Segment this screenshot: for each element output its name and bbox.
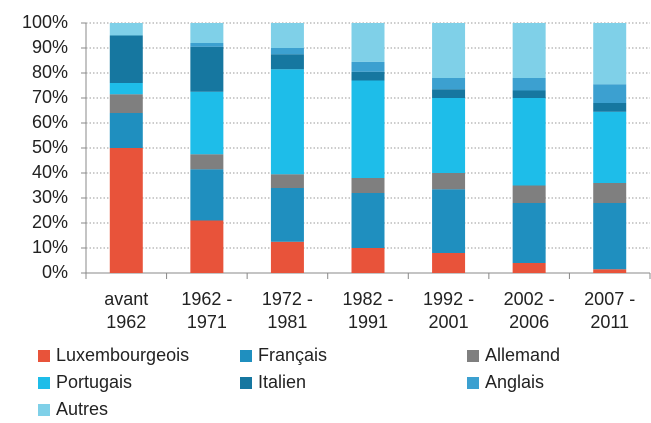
y-tick-label: 0% <box>42 262 68 282</box>
y-tick-label: 100% <box>22 12 68 32</box>
y-tick-label: 10% <box>32 237 68 257</box>
y-tick-label: 70% <box>32 87 68 107</box>
bar-segment <box>109 94 143 113</box>
bar-segment <box>432 23 466 78</box>
bar-segment <box>190 23 224 43</box>
bar-segment <box>270 241 304 273</box>
bar-segment <box>432 98 466 173</box>
legend-swatch <box>240 377 252 389</box>
legend-swatch <box>38 404 50 416</box>
bar-segment <box>270 69 304 175</box>
x-tick-label: avant 1962 <box>104 289 149 332</box>
bar-segment <box>351 23 385 62</box>
legend-swatch <box>38 350 50 362</box>
bar-segment <box>432 189 466 253</box>
bar-segment <box>512 98 546 186</box>
bar-segment <box>593 203 627 270</box>
bar-segment <box>109 148 143 273</box>
x-tick-label: 2007 - 2011 <box>584 289 636 332</box>
y-tick-label: 20% <box>32 212 68 232</box>
bar-segment <box>351 61 385 72</box>
bar-segment <box>512 78 546 91</box>
bar-segment <box>270 48 304 55</box>
bar-segment <box>109 35 143 83</box>
bar-segment <box>593 23 627 85</box>
bar-segment <box>190 43 224 47</box>
bar-segment <box>593 103 627 112</box>
x-tick-label: 2002 - 2006 <box>503 289 555 332</box>
bar-segment <box>270 174 304 188</box>
bar-segment <box>351 178 385 193</box>
bar-segment <box>512 90 546 98</box>
x-tick-label: 1972 - 1981 <box>261 289 313 332</box>
bar-segment <box>593 111 627 183</box>
bar-segment <box>432 173 466 190</box>
bar-segment <box>351 80 385 178</box>
x-tick-label: 1982 - 1991 <box>342 289 394 332</box>
legend-swatch <box>467 377 479 389</box>
bar-segment <box>351 71 385 81</box>
bar-segment <box>512 203 546 263</box>
x-tick-label: 1992 - 2001 <box>423 289 475 332</box>
bar-segment <box>593 183 627 203</box>
bar-segment <box>190 169 224 221</box>
y-tick-label: 90% <box>32 37 68 57</box>
bar-segment <box>593 84 627 103</box>
legend-label: Autres <box>56 399 108 419</box>
legend-label: Anglais <box>485 372 544 392</box>
bar-segment <box>593 269 627 273</box>
bar-segment <box>351 193 385 248</box>
bar-segment <box>512 23 546 78</box>
bar-segment <box>109 113 143 148</box>
bar-segment <box>432 89 466 98</box>
bar-segment <box>270 54 304 70</box>
bar-segment <box>432 253 466 273</box>
x-tick-label: 1962 - 1971 <box>181 289 233 332</box>
y-tick-label: 30% <box>32 187 68 207</box>
y-tick-label: 50% <box>32 137 68 157</box>
bar-segment <box>270 23 304 48</box>
bar-segment <box>432 78 466 90</box>
bar-segment <box>190 154 224 170</box>
bar-segment <box>512 185 546 203</box>
bar-segment <box>190 46 224 92</box>
bar-segment <box>109 23 143 36</box>
legend-label: Luxembourgeois <box>56 345 189 365</box>
legend-label: Français <box>258 345 327 365</box>
bar-segment <box>512 263 546 273</box>
bar-segment <box>351 248 385 273</box>
y-tick-label: 80% <box>32 62 68 82</box>
legend-swatch <box>38 377 50 389</box>
bar-segment <box>109 83 143 95</box>
y-tick-label: 60% <box>32 112 68 132</box>
legend-label: Italien <box>258 372 306 392</box>
bar-segment <box>190 91 224 155</box>
legend-label: Allemand <box>485 345 560 365</box>
bar-segment <box>190 220 224 273</box>
y-tick-label: 40% <box>32 162 68 182</box>
bar-segment <box>270 188 304 242</box>
legend-swatch <box>240 350 252 362</box>
legend-swatch <box>467 350 479 362</box>
legend-label: Portugais <box>56 372 132 392</box>
